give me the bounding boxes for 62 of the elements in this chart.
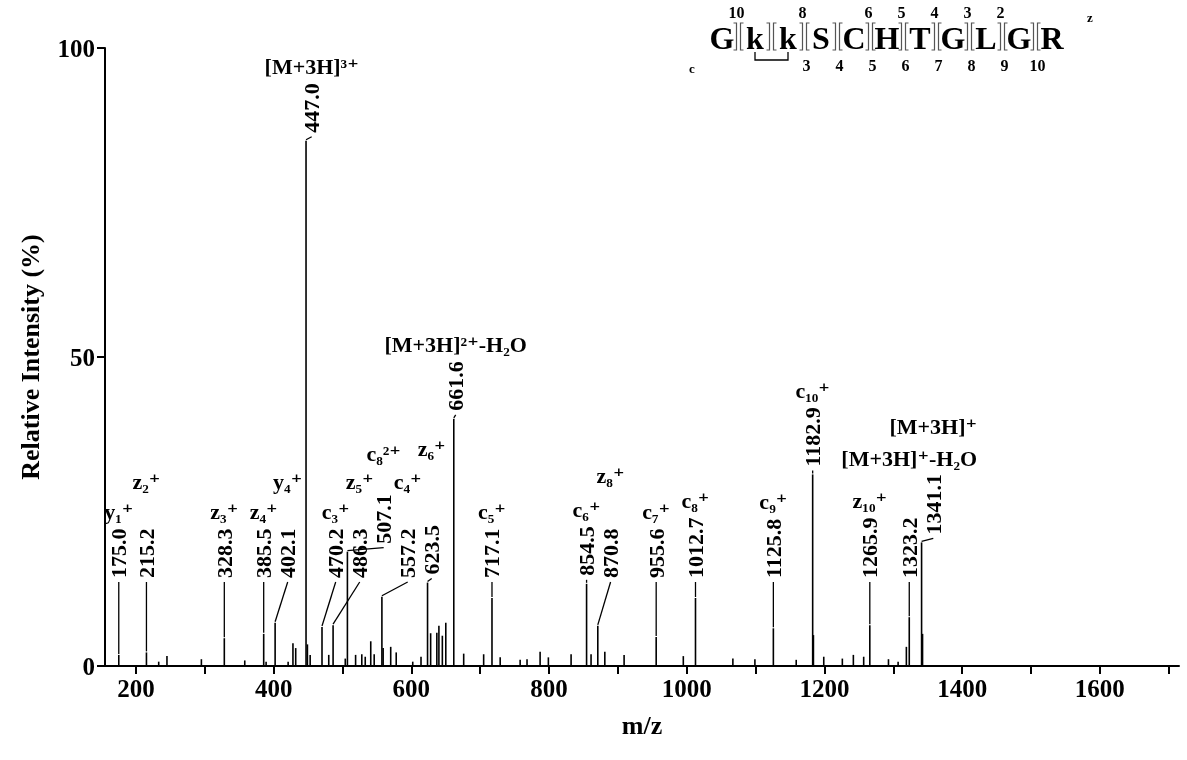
annotation: [M+3H]³⁺ xyxy=(264,53,359,79)
annotation: c₄⁺ xyxy=(393,469,422,494)
annotation: 215.2 xyxy=(133,528,159,578)
annotation: 328.3 xyxy=(211,528,237,578)
annotation: 1012.7 xyxy=(682,517,708,578)
annotation: c xyxy=(689,61,696,76)
text: 10 8 6 5 4 3 2 xyxy=(728,4,1005,21)
annotation: 854.5 xyxy=(574,526,600,576)
annotation: c₆⁺ xyxy=(572,496,601,522)
annotation: z₅⁺ xyxy=(345,469,374,494)
annotation: 486.3 xyxy=(347,528,373,578)
annotation: 1125.8 xyxy=(760,518,786,578)
x-tick-label: 1000 xyxy=(661,675,712,702)
annotation: 557.2 xyxy=(395,528,421,578)
x-tick-label: 1600 xyxy=(1074,675,1125,702)
annotation: c₈⁺ xyxy=(681,488,710,513)
annotation: [M+3H]²⁺-H₂O xyxy=(384,331,527,357)
annotation: 470.2 xyxy=(323,528,349,578)
annotation: z₂⁺ xyxy=(132,469,161,494)
annotation: 955.6 xyxy=(643,528,669,578)
annotation: [M+3H]⁺-H₂O xyxy=(841,446,978,471)
annotation: c₃⁺ xyxy=(321,499,350,524)
annotation: 1341.1 xyxy=(920,473,946,535)
annotation: z₁₀⁺ xyxy=(852,488,888,513)
annotation: z₃⁺ xyxy=(210,499,239,524)
annotation: 1265.9 xyxy=(857,517,883,578)
annotation: 1323.2 xyxy=(896,517,922,578)
annotation: 623.5 xyxy=(419,525,445,575)
annotation: c₈²⁺ xyxy=(366,440,401,466)
annotation: y₄⁺ xyxy=(273,469,303,494)
annotation: c₁₀⁺ xyxy=(795,377,830,403)
annotation: 661.6 xyxy=(443,361,469,411)
x-tick-label: 800 xyxy=(530,675,568,702)
x-tick-label: 1200 xyxy=(799,675,850,702)
annotation: y₁⁺ xyxy=(104,499,134,524)
annotation: 1182.9 xyxy=(800,407,826,467)
x-tick-label: 1400 xyxy=(937,675,988,702)
x-tick-label: 400 xyxy=(254,675,293,702)
annotation: 717.1 xyxy=(479,528,505,578)
annotation: 385.5 xyxy=(251,528,277,578)
x-tick-label: 600 xyxy=(392,675,431,702)
text: z xyxy=(1087,10,1094,25)
annotation: c₇⁺ xyxy=(642,499,671,524)
annotation: 447.0 xyxy=(299,83,325,133)
annotation: c₅⁺ xyxy=(477,499,506,524)
annotation: 507.1 xyxy=(371,494,397,544)
x-axis-title: m/z xyxy=(621,710,663,740)
y-tick-label: 0 xyxy=(82,652,95,680)
text: 3 4 5 6 7 8 9 10 xyxy=(802,57,1046,74)
annotation: c₉⁺ xyxy=(759,489,788,515)
x-tick-label: 200 xyxy=(117,675,155,702)
annotation: 175.0 xyxy=(106,528,132,578)
annotation: z₆⁺ xyxy=(417,435,446,461)
y-tick-label: 50 xyxy=(70,343,95,371)
annotation: [M+3H]⁺ xyxy=(889,414,978,440)
annotation: 870.8 xyxy=(598,528,624,578)
y-axis-title: Relative Intensity (%) xyxy=(15,234,45,480)
annotation: 402.1 xyxy=(275,528,301,578)
annotation: z₈⁺ xyxy=(596,463,625,488)
annotation: z₄⁺ xyxy=(249,499,278,524)
y-tick-label: 100 xyxy=(57,34,95,62)
text: G k k S C H T G L G R xyxy=(709,20,1064,56)
